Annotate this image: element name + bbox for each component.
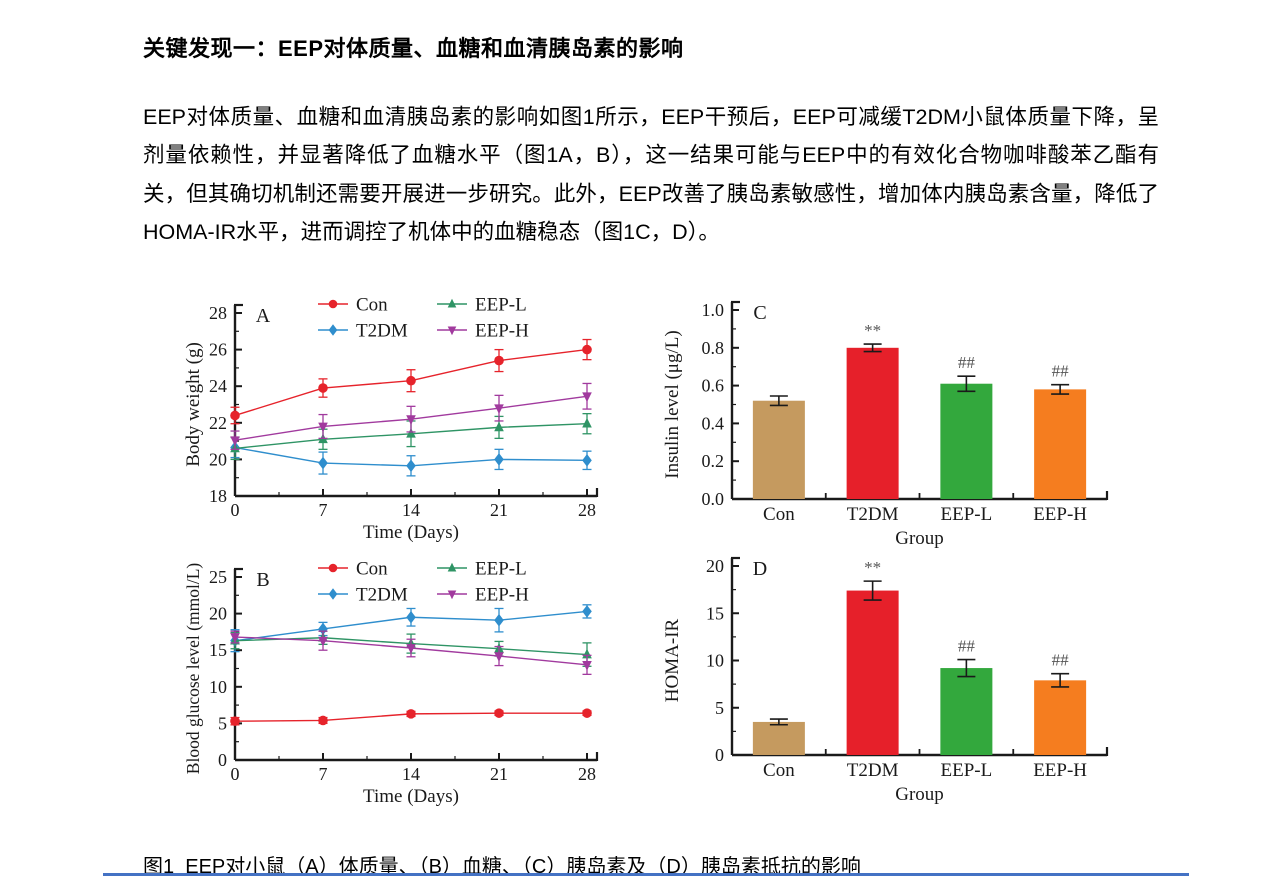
svg-text:28: 28 [209,303,227,323]
svg-text:T2DM: T2DM [356,585,408,606]
svg-text:Con: Con [763,504,795,525]
svg-text:##: ## [1052,362,1070,381]
svg-text:Group: Group [895,528,944,549]
svg-text:HOMA-IR: HOMA-IR [662,618,683,702]
svg-text:B: B [256,569,269,591]
svg-text:15: 15 [209,640,227,660]
svg-text:20: 20 [209,449,227,469]
svg-text:7: 7 [319,500,328,520]
svg-text:Con: Con [356,559,388,580]
svg-text:EEP-L: EEP-L [475,559,527,580]
svg-text:0: 0 [218,750,227,770]
chart-blood-glucose: 0 5 10 15 20 25 Blood glucose level (mmol/L) Ti… [183,559,599,807]
svg-text:0: 0 [231,764,240,784]
svg-text:20: 20 [706,556,724,576]
svg-text:Blood glucose level (mmol/L): Blood glucose level (mmol/L) [183,563,203,775]
svg-text:21: 21 [490,764,508,784]
svg-text:A: A [256,305,271,327]
body-paragraph: EEP对体质量、血糖和血清胰岛素的影响如图1所示，EEP干预后，EEP可减缓T2… [143,104,1159,245]
svg-text:5: 5 [218,713,227,733]
svg-text:**: ** [864,558,881,577]
svg-text:EEP-L: EEP-L [941,504,993,525]
svg-text:0: 0 [231,500,240,520]
svg-text:0: 0 [715,745,724,765]
svg-text:0.2: 0.2 [702,451,725,471]
svg-text:EEP-L: EEP-L [475,295,527,316]
svg-text:##: ## [958,353,976,372]
svg-text:25: 25 [209,567,227,587]
svg-text:**: ** [864,321,881,340]
svg-text:14: 14 [402,764,420,784]
svg-text:Time (Days): Time (Days) [363,786,459,807]
svg-text:EEP-L: EEP-L [941,760,993,781]
svg-text:5: 5 [715,698,724,718]
svg-text:21: 21 [490,500,508,520]
svg-text:18: 18 [209,486,227,506]
chart-insulin-level: 0.0 0.2 0.4 0.6 0.8 1.0 Insulin level (μg/L) Gr… [662,300,1109,549]
svg-text:##: ## [958,637,976,656]
svg-text:EEP-H: EEP-H [1033,504,1087,525]
svg-text:0.8: 0.8 [702,338,725,358]
svg-text:T2DM: T2DM [356,321,408,342]
svg-text:15: 15 [706,603,724,623]
svg-text:Time (Days): Time (Days) [363,522,459,543]
svg-text:7: 7 [319,764,328,784]
svg-text:24: 24 [209,376,227,396]
svg-text:Con: Con [356,295,388,316]
svg-text:10: 10 [706,651,724,671]
svg-text:C: C [753,302,766,324]
svg-text:26: 26 [209,340,227,360]
svg-text:0.4: 0.4 [702,413,725,433]
chart-homa-ir: 0 5 10 15 20 HOMA-IR Group D Con ** T2DM ## EEP-L ## E… [662,556,1109,805]
svg-text:Body weight (g): Body weight (g) [183,342,204,467]
svg-text:Insulin level (μg/L): Insulin level (μg/L) [662,330,683,478]
svg-text:1.0: 1.0 [702,300,725,320]
svg-text:28: 28 [578,764,596,784]
section-heading: 关键发现一：EEP对体质量、血糖和血清胰岛素的影响 [143,35,684,61]
svg-text:20: 20 [209,604,227,624]
svg-text:22: 22 [209,413,227,433]
svg-text:EEP-H: EEP-H [1033,760,1087,781]
svg-text:Group: Group [895,784,944,805]
svg-text:##: ## [1052,651,1070,670]
svg-text:10: 10 [209,677,227,697]
svg-text:14: 14 [402,500,420,520]
svg-text:EEP-H: EEP-H [475,321,529,342]
svg-text:T2DM: T2DM [847,760,899,781]
bottom-accent-line [103,873,1189,876]
svg-text:T2DM: T2DM [847,504,899,525]
svg-text:D: D [753,558,767,580]
svg-text:EEP-H: EEP-H [475,585,529,606]
figure-caption: 图1 EEP对小鼠（A）体质量、（B）血糖、（C）胰岛素及（D）胰岛素抵抗的影响 [143,856,861,878]
svg-text:Con: Con [763,760,795,781]
svg-text:0.6: 0.6 [702,376,725,396]
svg-text:0.0: 0.0 [702,489,725,509]
svg-text:28: 28 [578,500,596,520]
